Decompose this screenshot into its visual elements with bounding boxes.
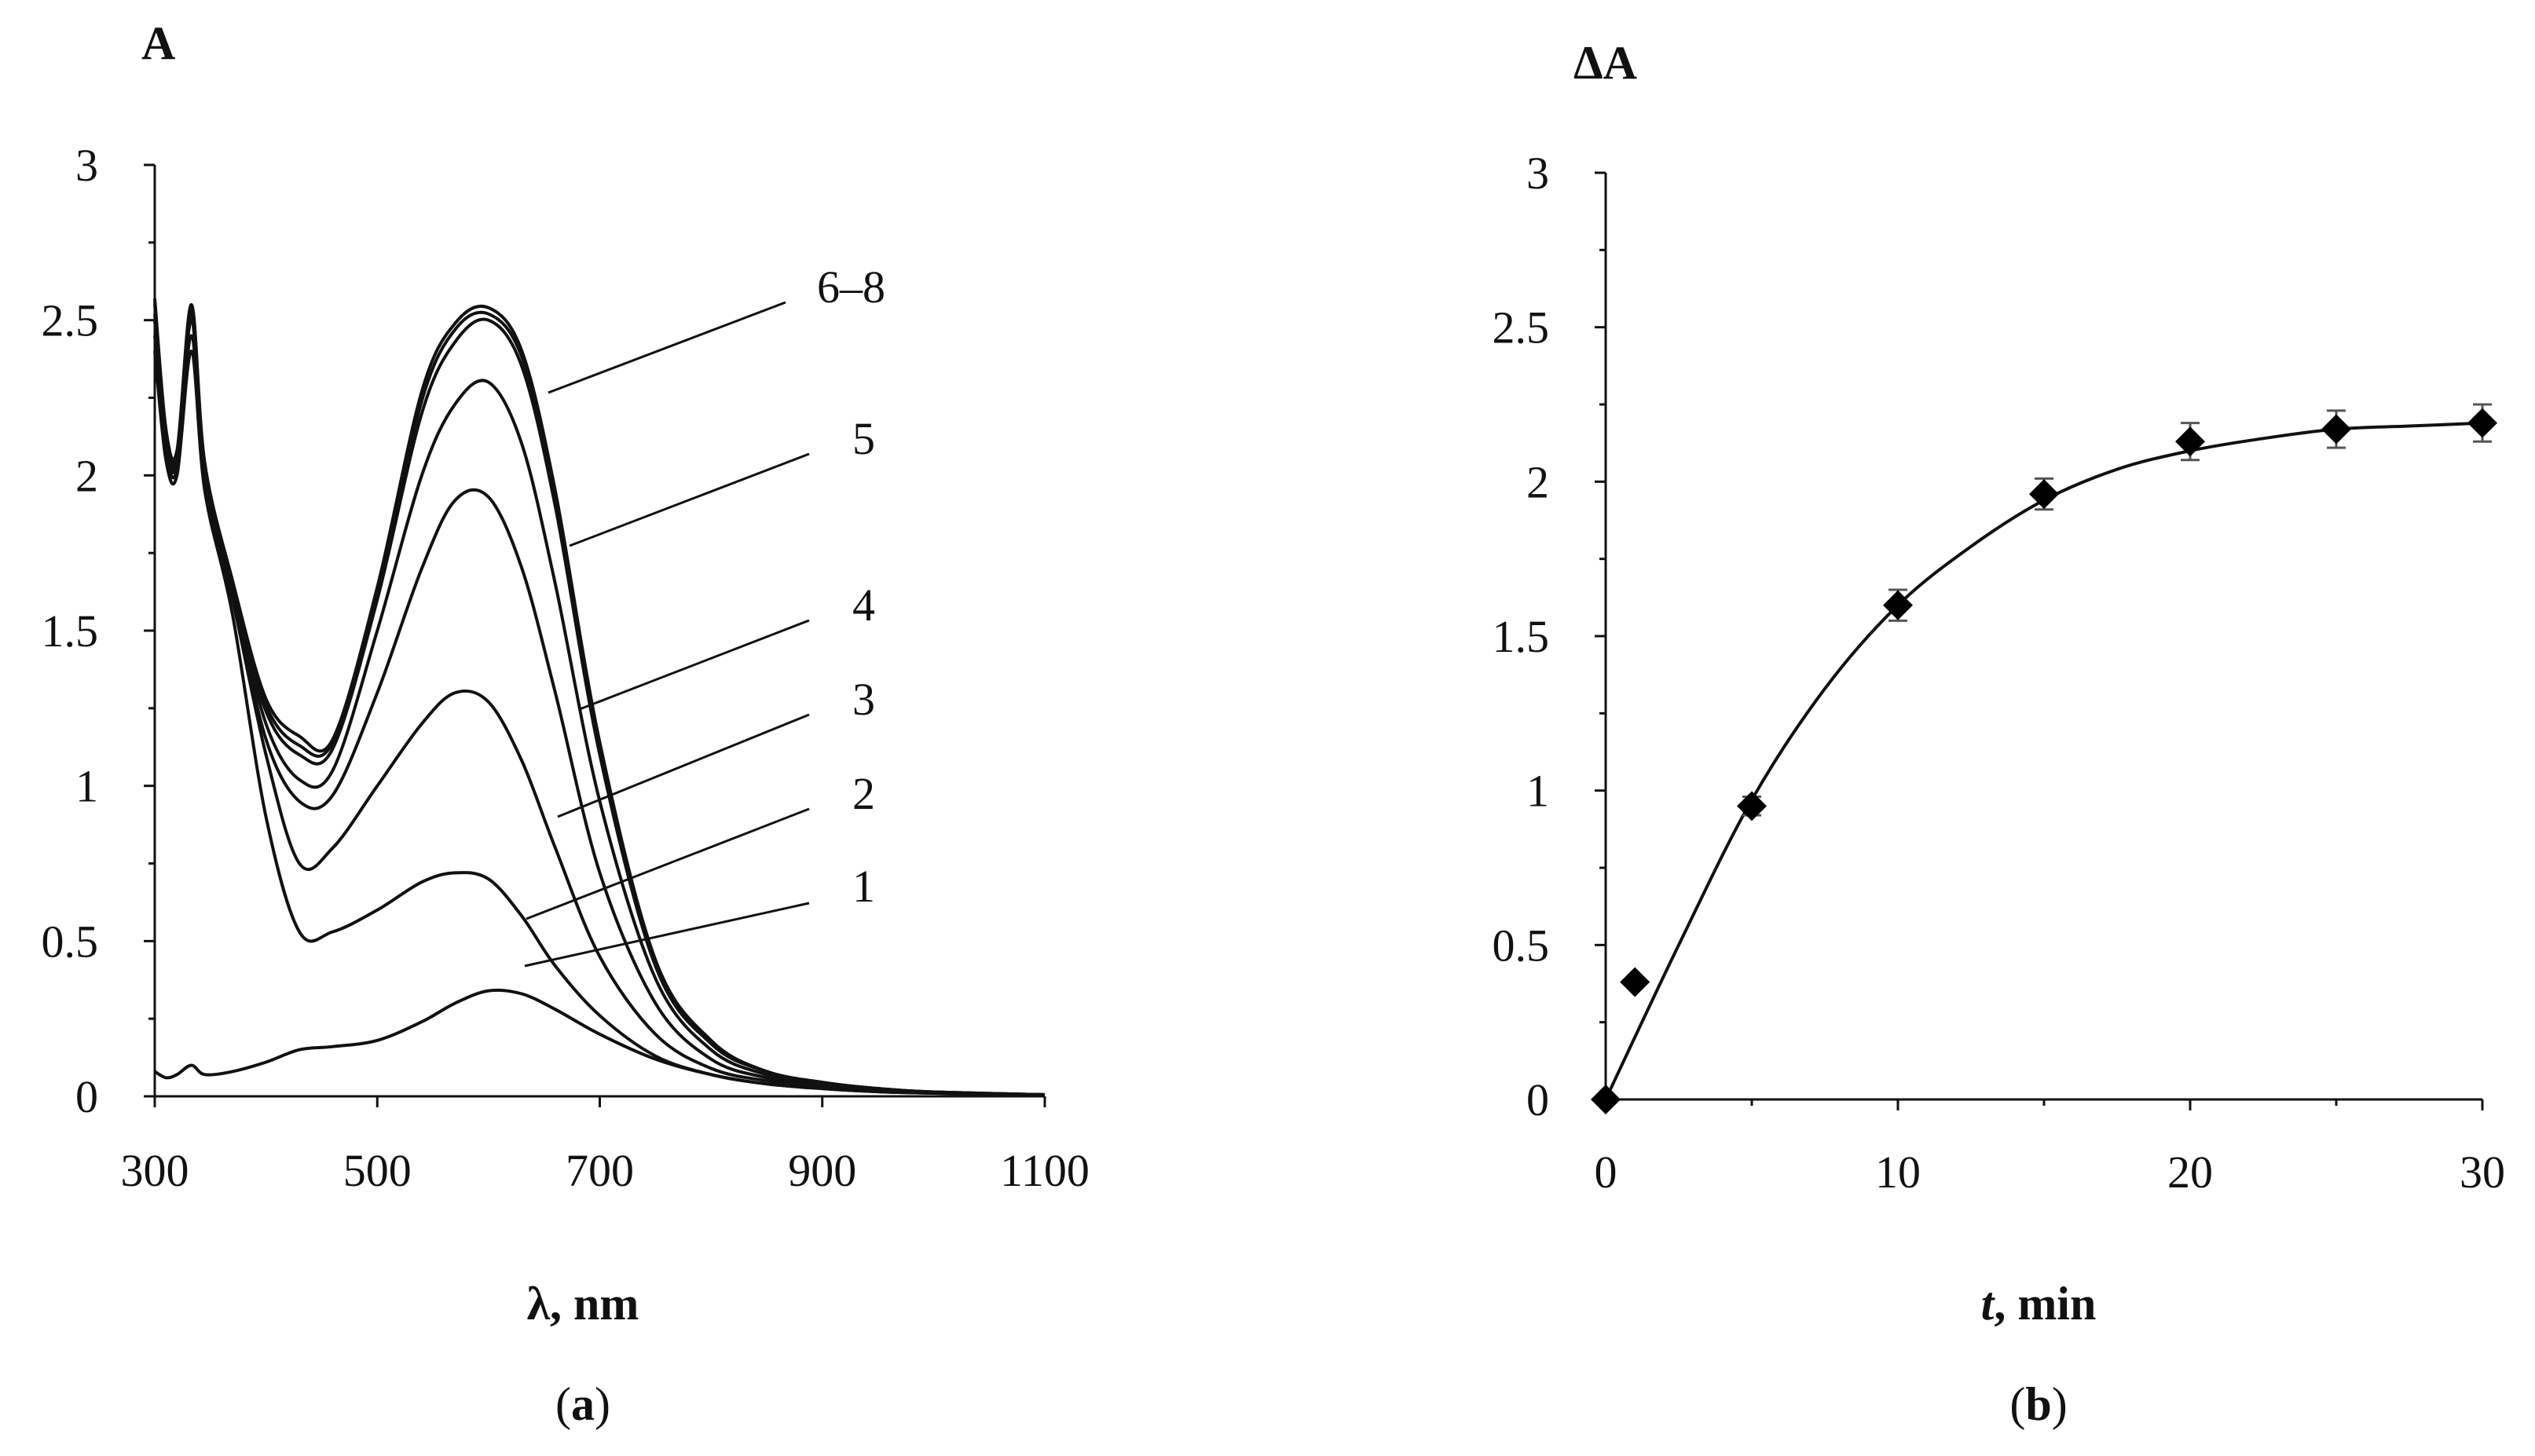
panel-b-x-axis-var: t — [1981, 1278, 1996, 1330]
curve-label-leader — [569, 452, 810, 547]
spectrum-curve-6 — [153, 304, 1046, 1096]
panel-b-fit-curve — [1604, 421, 2483, 1100]
data-point-diamond — [2467, 408, 2497, 438]
panel-a-y-tick-label: 0 — [75, 1071, 98, 1122]
panel-b-x-axis-unit: , min — [1994, 1278, 2096, 1330]
data-point-diamond — [1737, 791, 1767, 821]
panel-a-curve-labels: 1 2 3 4 5 6–8 — [524, 262, 885, 968]
panel-a-caption-open: ( — [555, 1378, 571, 1430]
curve-label-leader — [524, 902, 810, 968]
panel-b-y-axis-title: ΔA — [1573, 37, 1637, 89]
spectrum-curve-4 — [153, 318, 1046, 1096]
panel-b-y-tick-label: 1 — [1526, 766, 1549, 817]
panel-a-x-tick-label: 700 — [566, 1145, 634, 1196]
panel-b-y-tick-label: 0 — [1526, 1074, 1549, 1125]
panel-a-spectra — [153, 298, 1046, 1096]
panel-b-x-tick-label: 10 — [1875, 1147, 1921, 1198]
panel-a-x-tick-label: 900 — [788, 1145, 856, 1196]
data-point-diamond — [1883, 590, 1913, 620]
panel-b-caption-close: ) — [2052, 1378, 2068, 1430]
panel-b-caption: (b) — [2009, 1378, 2067, 1430]
panel-b-x-ticks: 0 10 20 30 — [1595, 1099, 2505, 1198]
curve-label-leader — [579, 619, 810, 711]
panel-b-y-ticks: 0 0.5 1 1.5 2 2.5 3 — [1493, 148, 1606, 1125]
curve-label-leader — [557, 713, 810, 818]
panel-a-caption: (a) — [555, 1378, 610, 1430]
panel-b-caption-letter: b — [2025, 1378, 2051, 1430]
data-point-diamond — [1620, 967, 1650, 997]
spectrum-curve-7 — [153, 301, 1046, 1096]
curve-label-leader — [548, 301, 786, 394]
curve-label: 3 — [852, 674, 875, 725]
panel-b-y-tick-label: 2.5 — [1493, 302, 1550, 353]
panel-a-y-tick-label: 3 — [75, 140, 98, 191]
panel-a-y-tick-label: 2.5 — [42, 295, 99, 346]
panel-a-y-axis-title: A — [141, 17, 175, 69]
panel-b-y-tick-label: 3 — [1526, 148, 1549, 199]
panel-a-y-tick-label: 0.5 — [42, 916, 99, 967]
fit-line — [1604, 421, 2483, 1100]
panel-a-caption-close: ) — [595, 1378, 610, 1430]
curve-label: 6–8 — [817, 262, 885, 313]
spectrum-curve-5 — [153, 312, 1046, 1096]
panel-a-x-ticks: 300 500 700 900 1100 — [121, 1096, 1090, 1196]
panel-b-y-tick-label: 1.5 — [1493, 611, 1550, 662]
spectrum-curve-2 — [153, 349, 1046, 1096]
spectrum-curve-8 — [153, 298, 1046, 1096]
panel-a-y-tick-label: 2 — [75, 450, 98, 501]
spectrum-curve-1 — [153, 988, 1046, 1096]
panel-b-kinetics-chart: ΔA 0 0.5 1 1.5 2 2.5 3 0 10 20 30 t, min (b) — [1493, 37, 2506, 1430]
panel-b-data-points — [1591, 403, 2497, 1114]
curve-label: 5 — [852, 413, 875, 464]
panel-b-y-tick-label: 2 — [1526, 456, 1549, 507]
curve-label-leader — [526, 807, 810, 920]
data-point-diamond — [2029, 479, 2059, 510]
panel-b-caption-open: ( — [2009, 1378, 2025, 1430]
panel-a-x-tick-label: 300 — [121, 1145, 189, 1196]
spectrum-curve-3 — [153, 334, 1046, 1096]
curve-label: 1 — [852, 861, 875, 912]
panel-b-x-axis-title: t, min — [1981, 1278, 2097, 1330]
panel-a-caption-letter: a — [571, 1378, 595, 1430]
data-point-diamond — [1591, 1085, 1621, 1114]
panel-a-x-tick-label: 500 — [343, 1145, 412, 1196]
panel-b-y-tick-label: 0.5 — [1493, 920, 1550, 971]
panel-a-y-ticks: 0 0.5 1 1.5 2 2.5 3 — [42, 140, 155, 1122]
panel-b-x-tick-label: 30 — [2460, 1147, 2505, 1198]
curve-label: 2 — [852, 768, 875, 819]
curve-label: 4 — [852, 580, 875, 631]
panel-a-x-axis-title: λ, nm — [527, 1278, 639, 1330]
data-point-diamond — [2175, 426, 2205, 457]
panel-a-y-tick-label: 1 — [75, 761, 98, 812]
panel-b-x-tick-label: 20 — [2167, 1147, 2213, 1198]
panel-a-y-tick-label: 1.5 — [42, 605, 99, 657]
panel-a-spectra-chart: A 0 0.5 1 1.5 2 2.5 3 300 500 700 900 1100 1 2 3 4 5 6–… — [42, 17, 1090, 1430]
panel-a-x-tick-label: 1100 — [1000, 1145, 1090, 1196]
panel-b-x-tick-label: 0 — [1595, 1147, 1617, 1198]
data-point-diamond — [2321, 414, 2351, 444]
